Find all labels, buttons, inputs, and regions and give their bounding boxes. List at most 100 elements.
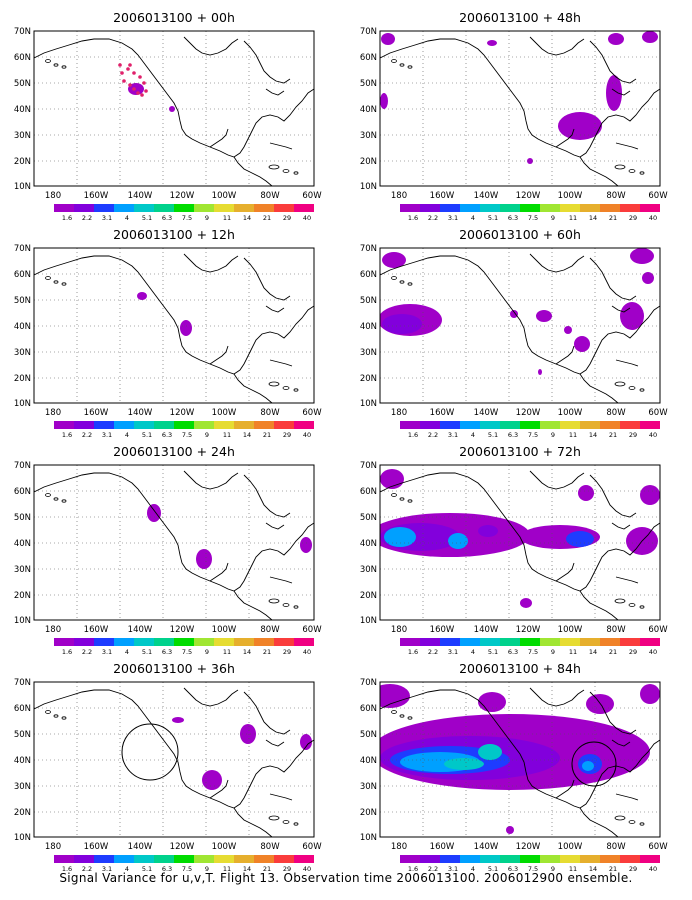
colorbar-swatch [440,638,460,646]
colorbar-swatch [420,638,440,646]
colorbar-swatch [134,204,154,212]
colorbar-label: 3.1 [448,648,458,656]
coastline [183,36,239,56]
lon-tick-label: 180 [391,842,407,852]
lat-tick-label: 50N [14,513,31,523]
colorbar-label: 5.1 [142,214,152,222]
colorbar-label: 1.6 [408,648,418,656]
lon-tick-label: 120W [170,191,195,201]
variance-contour [630,248,654,264]
colorbar-label: 5.1 [488,865,498,873]
colorbar-label: 21 [609,648,617,656]
island [391,710,397,714]
island [293,171,299,175]
colorbar-label: 21 [609,431,617,439]
lon-tick-label: 140W [128,842,153,852]
colorbar-label: 29 [283,214,291,222]
variance-contour [137,292,147,300]
colorbar-swatch [520,421,540,429]
colorbar-swatch [154,855,174,863]
lat-tick-label: 40N [360,539,377,549]
colorbar-swatch [174,421,194,429]
colorbar-label: 1.6 [408,865,418,873]
colorbar-label: 4 [471,865,475,873]
lon-tick-label: 140W [128,408,153,418]
colorbar-label: 40 [649,648,657,656]
colorbar-label: 9 [205,865,209,873]
colorbar-swatch [480,855,500,863]
island [61,65,67,69]
colorbar-label: 40 [303,648,311,656]
variance-contour [169,106,175,112]
colorbar-swatch [234,421,254,429]
coastline [233,807,273,837]
colorbar-swatch [420,855,440,863]
island [614,815,626,821]
coastline [34,472,314,592]
colorbar: 1.6 2.2 3.1 4 5.1 6.3 7.5 9 11 14 21 29 40 [400,638,660,656]
colorbar-swatch [54,855,74,863]
colorbar-label: 40 [649,431,657,439]
lon-tick-label: 180 [391,625,407,635]
lon-tick-label: 120W [170,408,195,418]
lon-tick-label: 140W [474,842,499,852]
colorbar-swatch [460,421,480,429]
coastline [34,255,314,375]
lat-tick-label: 10N [360,616,377,626]
colorbar-label: 2.2 [82,431,92,439]
map-frame [379,30,661,187]
map-area [34,682,314,837]
lon-tick-label: 80W [260,408,280,418]
colorbar-label: 14 [589,214,597,222]
coastline [555,562,575,582]
colorbar-swatch [174,638,194,646]
colorbar-swatch [154,421,174,429]
lon-tick-label: 160W [84,408,109,418]
island [628,603,636,607]
variance-contour [564,326,572,334]
colorbar-swatch [134,421,154,429]
colorbar-swatch [520,855,540,863]
colorbar-label: 1.6 [408,431,418,439]
colorbar-swatch [460,638,480,646]
colorbar-swatch [540,855,560,863]
island [53,63,59,67]
lat-tick-label: 60N [360,53,377,63]
flight-track-point [132,87,136,91]
colorbar-swatch [560,204,580,212]
colorbar-label: 40 [649,214,657,222]
variance-contour [510,310,518,318]
variance-contour [574,336,590,352]
island [282,169,290,173]
colorbar-label: 1.6 [62,648,72,656]
island [268,598,280,604]
colorbar-label: 2.2 [428,865,438,873]
colorbar-swatch [400,638,420,646]
colorbar-label: 1.6 [408,214,418,222]
island [53,280,59,284]
coastline [380,472,660,592]
lat-tick-label: 60N [360,704,377,714]
colorbar-label: 2.2 [428,648,438,656]
lon-tick-label: 120W [516,191,541,201]
coastline [183,687,239,707]
colorbar-label: 7.5 [182,431,192,439]
colorbar-label: 5.1 [488,648,498,656]
colorbar-label: 1.6 [62,214,72,222]
lat-tick-label: 30N [360,131,377,141]
lon-tick-label: 120W [516,408,541,418]
flight-track-point [136,91,140,95]
variance-contour [382,314,422,334]
lat-tick-label: 40N [14,756,31,766]
island [399,714,405,718]
colorbar-swatch [580,421,600,429]
map-frame [379,681,661,838]
colorbar-label: 6.3 [508,648,518,656]
panel-title: 2006013100 + 36h [113,661,235,676]
colorbar-swatch [580,855,600,863]
lat-tick-label: 10N [14,833,31,843]
island [391,59,397,63]
flight-track-point [122,79,126,83]
map-frame [33,681,315,838]
lat-tick-label: 10N [14,399,31,409]
